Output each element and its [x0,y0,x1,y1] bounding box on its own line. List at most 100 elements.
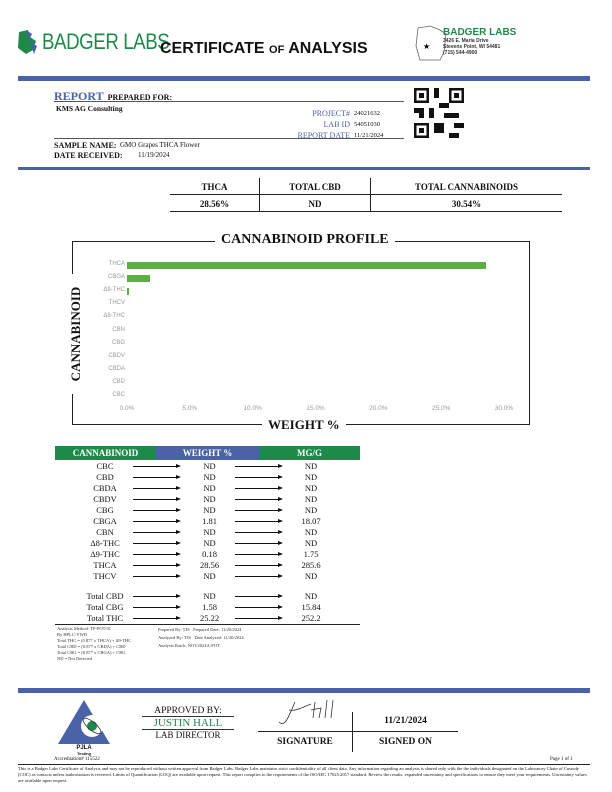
table-row: CBG ND ND [55,505,360,516]
weight-percent: ND [203,461,216,471]
weight-percent: ND [203,538,216,548]
cannabinoid-name: Δ8-THC [90,538,120,548]
y-tick-label: CBGA [107,274,125,281]
signed-date: 11/21/2024 [384,716,427,726]
mg-per-g: 15.84 [301,602,321,612]
arrow-icon [235,605,283,609]
table-row: Total THC 25.22 252.2 [55,613,360,624]
arrow-icon [133,508,181,512]
cannabinoid-name: Total CBD [86,591,124,601]
arrow-icon [133,574,181,578]
report-date-label: REPORT DATE [297,131,351,140]
cannabinoid-name: THCA [93,560,117,570]
svg-text:★: ★ [423,42,430,51]
arrow-icon [133,605,181,609]
table-row: CBGA 1.81 18.07 [55,516,360,527]
summary-value-thca: 28.56% [199,199,230,209]
table-row: Total CBG 1.58 15.84 [55,602,360,613]
table-row: THCV ND ND [55,571,360,582]
project-label: PROJECT# [312,109,350,118]
client-name: KMS AG Consulting [56,104,123,113]
arrow-icon [235,497,283,501]
weight-percent: ND [203,494,216,504]
divider [54,101,404,102]
summary-value-total-cannabinoids: 30.54% [451,199,482,209]
table-row: Δ9-THC 0.18 1.75 [55,549,360,560]
arrow-icon [235,475,283,479]
header-cannabinoid: CANNABINOID [55,446,156,460]
prep-info: Prepared By: TJS Prepared Date: 11/20/20… [158,627,244,648]
pjla-text: PJLA [76,745,92,751]
mg-per-g: ND [304,591,318,601]
summary-table: THCA TOTAL CBD TOTAL CANNABINOIDS 28.56%… [170,178,562,212]
y-tick-label: Δ9-THC [103,287,125,294]
divider [54,138,404,139]
arrow-icon [133,486,181,490]
footer-divider [18,688,590,693]
y-tick-label: CBDV [108,352,125,359]
table-row: CBD ND ND [55,472,360,483]
mg-per-g: ND [304,494,318,504]
mg-per-g: ND [304,483,318,493]
arrow-icon [235,563,283,567]
lab-address-1: 3426 E. Maria Drive [443,38,489,44]
mg-per-g: ND [304,505,318,515]
labid-label: LAB ID [323,120,350,129]
arrow-icon [235,519,283,523]
signature-label: SIGNATURE [277,737,333,747]
summary-value-total-cbd: ND [308,199,322,209]
date-received-label: DATE RECEIVED: [54,151,123,160]
weight-percent: 25.22 [199,613,220,623]
table-row: CBN ND ND [55,527,360,538]
lab-address-2: Stevens Point, WI 54481 [443,44,501,50]
y-tick-label: CBC [112,392,125,398]
sample-name: GMO Grapes THCA Flower [120,141,200,149]
header-weight: WEIGHT % [156,446,259,460]
arrow-icon [133,616,181,620]
disclaimer: This is a Badger Labs Certificate of Ana… [18,766,587,783]
cannabinoid-name: Total CBG [86,602,124,612]
x-tick-label: 25.0% [431,405,451,412]
approved-by-label: APPROVED BY: [142,706,234,717]
arrow-icon [133,594,181,598]
weight-percent: ND [203,505,216,515]
cannabinoid-name: CBDV [93,494,117,504]
arrow-icon [235,464,283,468]
bar-cbga [127,275,150,283]
y-tick-label: THCV [108,300,125,307]
accreditation: Accreditation# 115522 [54,757,100,762]
y-tick-label: CBD [112,378,125,385]
arrow-icon [235,594,283,598]
x-tick-label: 5.0% [182,405,198,412]
mg-per-g: ND [304,538,318,548]
x-tick-label: 0.0% [119,405,135,412]
weight-percent: 28.56 [199,560,220,570]
weight-percent: 1.81 [202,516,217,526]
logo: BADGER LABS [16,28,170,56]
report-date: 11/21/2024 [354,132,384,139]
header-mg-g: MG/G [259,446,360,460]
qr-code[interactable] [414,88,464,138]
y-tick-label: CBG [111,339,125,346]
cannabinoid-name: Total THC [86,613,124,623]
report-word: REPORT [54,89,104,103]
arrow-icon [235,541,283,545]
section-divider [18,167,590,170]
results-table-header: CANNABINOID WEIGHT % MG/G [55,446,360,460]
weight-percent: ND [203,527,216,537]
signed-on-label: SIGNED ON [378,737,433,747]
arrow-icon [133,497,181,501]
arrow-icon [133,519,181,523]
weight-percent: ND [203,591,216,601]
arrow-icon [133,552,181,556]
weight-percent: ND [203,483,216,493]
arrow-icon [235,486,283,490]
mg-per-g: ND [304,472,318,482]
arrow-icon [235,552,283,556]
signature [278,699,334,724]
header-divider [18,76,590,81]
approver-name: JUSTIN HALL [142,717,234,730]
cannabinoid-name: Δ9-THC [90,549,120,559]
cannabinoid-name: CBN [96,527,114,537]
analysis-notes: Analysis Method: TP-POT-01 By HPLC-VWD To… [57,626,132,661]
